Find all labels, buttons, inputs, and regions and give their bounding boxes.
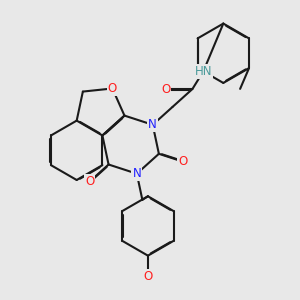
Text: O: O: [161, 82, 170, 95]
Text: O: O: [108, 82, 117, 95]
Text: N: N: [148, 118, 157, 131]
Text: O: O: [85, 175, 94, 188]
Text: O: O: [178, 155, 188, 168]
Text: O: O: [143, 270, 152, 283]
Text: N: N: [132, 167, 141, 180]
Text: HN: HN: [195, 64, 212, 78]
